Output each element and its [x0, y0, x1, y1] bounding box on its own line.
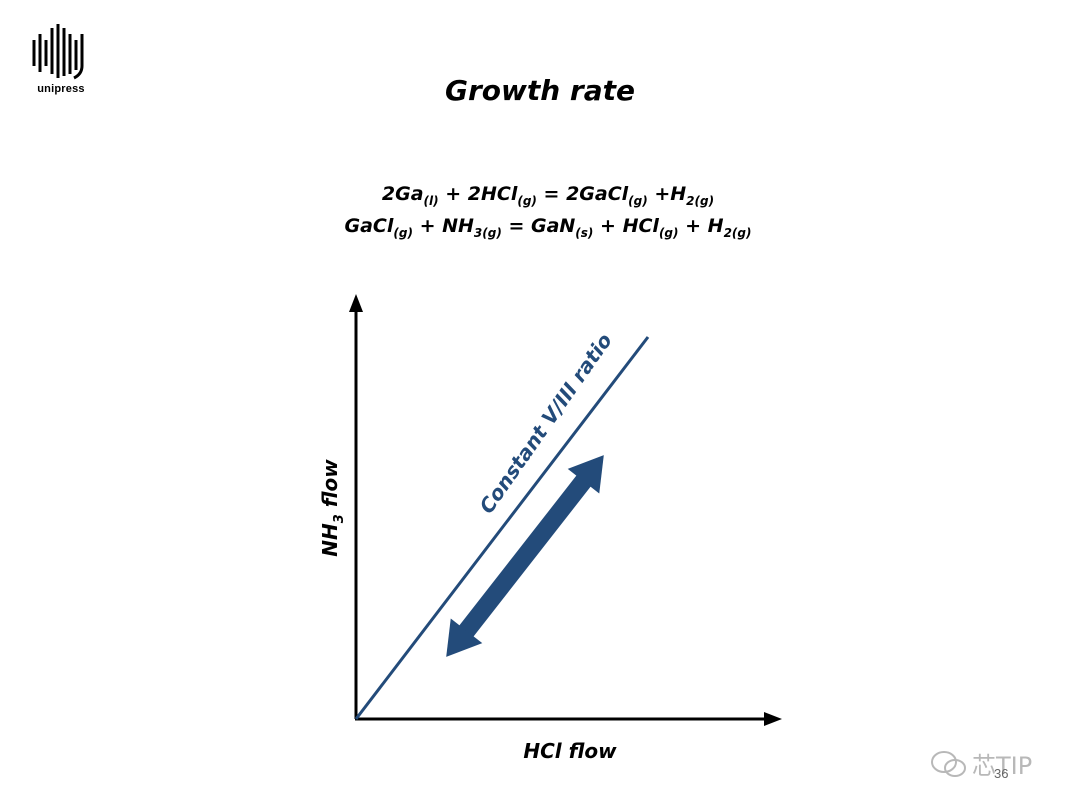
equation-1: 2Ga(l) + 2HCl(g) = 2GaCl(g) +H2(g) [381, 183, 715, 208]
x-axis-label: HCl flow [523, 739, 617, 763]
page-title: Growth rate [444, 74, 636, 107]
y-axis-arrowhead [349, 294, 363, 312]
equation-2: GaCl(g) + NH3(g) = GaN(s) + HCl(g) + H2(… [344, 215, 752, 240]
y-axis-label: NH3 flow [318, 459, 347, 557]
wechat-watermark-icon [931, 751, 966, 777]
unipress-logo [32, 24, 84, 80]
x-axis-arrowhead [764, 712, 782, 726]
page-number: 36 [994, 766, 1009, 781]
double-arrow [446, 455, 604, 657]
watermark-text: 芯TIP [972, 752, 1033, 780]
logo-text: unipress [37, 83, 85, 95]
constant-ratio-line [354, 336, 650, 720]
